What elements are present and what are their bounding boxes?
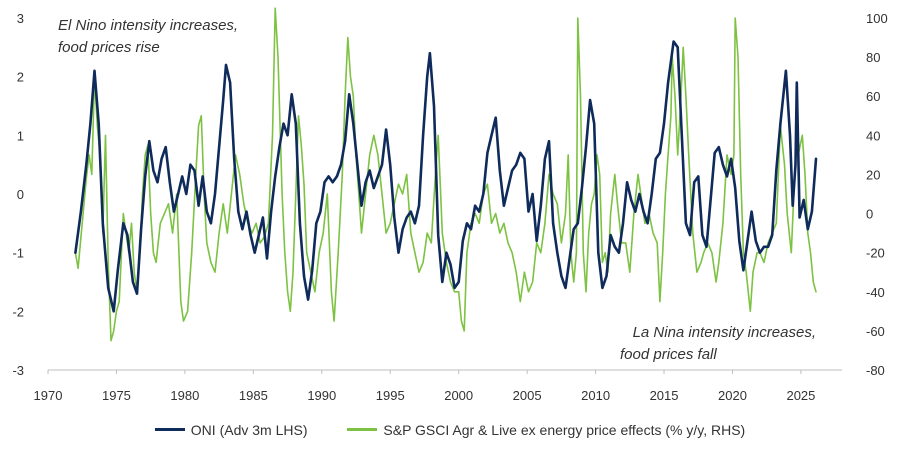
legend-swatch-oni [154,428,185,431]
y-left-tick-label: 0 [17,187,24,202]
legend: ONI (Adv 3m LHS) S&P GSCI Agr & Live ex … [0,418,900,438]
x-tick-label: 2015 [650,388,679,403]
y-right-tick-label: 40 [866,128,880,143]
legend-swatch-gsci [347,428,378,431]
y-right-tick-label: 100 [866,11,888,26]
y-left-tick-label: 1 [17,128,24,143]
y-left-tick-label: -1 [12,246,24,261]
y-right-tick-label: -40 [866,285,885,300]
y-left-tick-label: 3 [17,11,24,26]
annotation-top-left-line1: El Nino intensity increases, [58,17,238,34]
y-right-tick-label: 0 [866,207,873,222]
y-left-tick-label: -3 [12,363,24,378]
x-tick-label: 1985 [239,388,268,403]
series-line-gsci [74,7,817,342]
legend-item-gsci: S&P GSCI Agr & Live ex energy price effe… [347,422,745,438]
series-group [74,7,818,342]
legend-item-oni: ONI (Adv 3m LHS) [154,421,308,438]
x-tick-label: 1980 [170,388,199,403]
series-line-oni [74,40,818,313]
annotation-bottom-right-line1: La Nina intensity increases, [633,324,816,341]
x-tick-label: 1990 [307,388,336,403]
y-right-tick-label: -20 [866,246,885,261]
x-tick-label: 2025 [786,388,815,403]
x-tick-label: 2010 [581,388,610,403]
axes-group: -3 -2 -1 0 1 2 3 -80 -60 -40 -20 0 20 40 60 80 100 1970 19… [12,11,887,403]
y-left-tick-label: 2 [17,70,24,85]
x-tick-label: 2000 [444,388,473,403]
x-tick-label: 2005 [513,388,542,403]
x-tick-label: 1995 [376,388,405,403]
legend-label-gsci: S&P GSCI Agr & Live ex energy price effe… [383,421,746,438]
y-right-tick-label: 60 [866,89,880,104]
x-tick-label: 2020 [718,388,747,403]
y-right-tick-label: -60 [866,324,885,339]
x-tick-label: 1975 [102,388,131,403]
y-left-tick-label: -2 [12,304,24,319]
y-right-tick-label: 80 [866,50,880,65]
y-right-tick-label: -80 [866,363,885,378]
annotation-top-left-line2: food prices rise [58,39,160,56]
annotation-bottom-right-line2: food prices fall [620,346,717,363]
y-right-tick-label: 20 [866,167,880,182]
x-tick-label: 1970 [34,388,63,403]
legend-label-oni: ONI (Adv 3m LHS) [190,421,308,438]
